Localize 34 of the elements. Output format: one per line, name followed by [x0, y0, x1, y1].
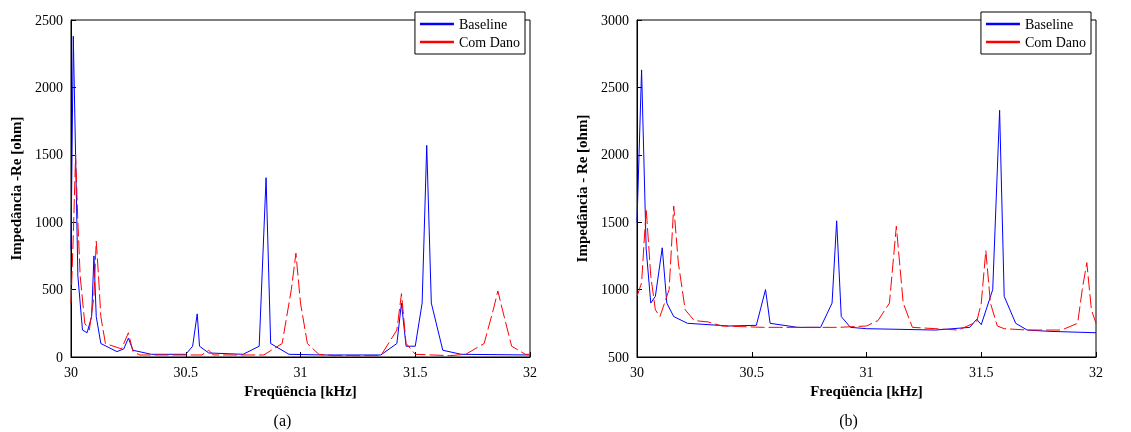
- x-tick-label: 31: [293, 364, 308, 380]
- x-tick-label: 32: [523, 364, 537, 380]
- line-series: [636, 69, 1097, 334]
- y-tick-label: 1000: [35, 214, 63, 230]
- x-tick-label: 32: [1089, 364, 1103, 380]
- x-tick-label: 31.5: [403, 364, 428, 380]
- x-tick-label: 30.5: [173, 364, 198, 380]
- y-tick-label: 0: [56, 349, 63, 365]
- y-axis-title: Impedância - Re [ohm]: [573, 114, 590, 263]
- x-tick-label: 30: [630, 364, 644, 380]
- legend-label: Com Dano: [1024, 34, 1087, 50]
- y-tick-label: 2500: [601, 79, 629, 95]
- text: (b): [839, 411, 858, 430]
- y-tick-label: 2500: [35, 12, 63, 28]
- x-tick-label: 30: [64, 364, 78, 380]
- y-tick-label: 1000: [601, 282, 629, 298]
- x-tick-label: 31.5: [969, 364, 994, 380]
- y-tick-label: 2000: [35, 79, 63, 95]
- x-axis-title: Freqüência [kHz]: [244, 383, 357, 400]
- x-tick-label: 31: [859, 364, 874, 380]
- legend-label: Baseline: [1024, 16, 1074, 32]
- y-tick-label: 3000: [601, 12, 629, 28]
- y-tick-label: 1500: [601, 214, 629, 230]
- y-tick-label: 500: [42, 282, 63, 298]
- legend-label: Baseline: [458, 16, 508, 32]
- y-tick-label: 1500: [35, 147, 63, 163]
- legend-label: Com Dano: [458, 34, 521, 50]
- x-tick-label: 30.5: [739, 364, 764, 380]
- y-tick-label: 2000: [601, 147, 629, 163]
- y-axis-title: Impedância -Re [ohm]: [7, 116, 24, 261]
- y-tick-label: 500: [608, 349, 629, 365]
- text: (a): [273, 411, 292, 430]
- x-axis-title: Freqüência [kHz]: [810, 383, 923, 400]
- line-series: [636, 205, 1097, 331]
